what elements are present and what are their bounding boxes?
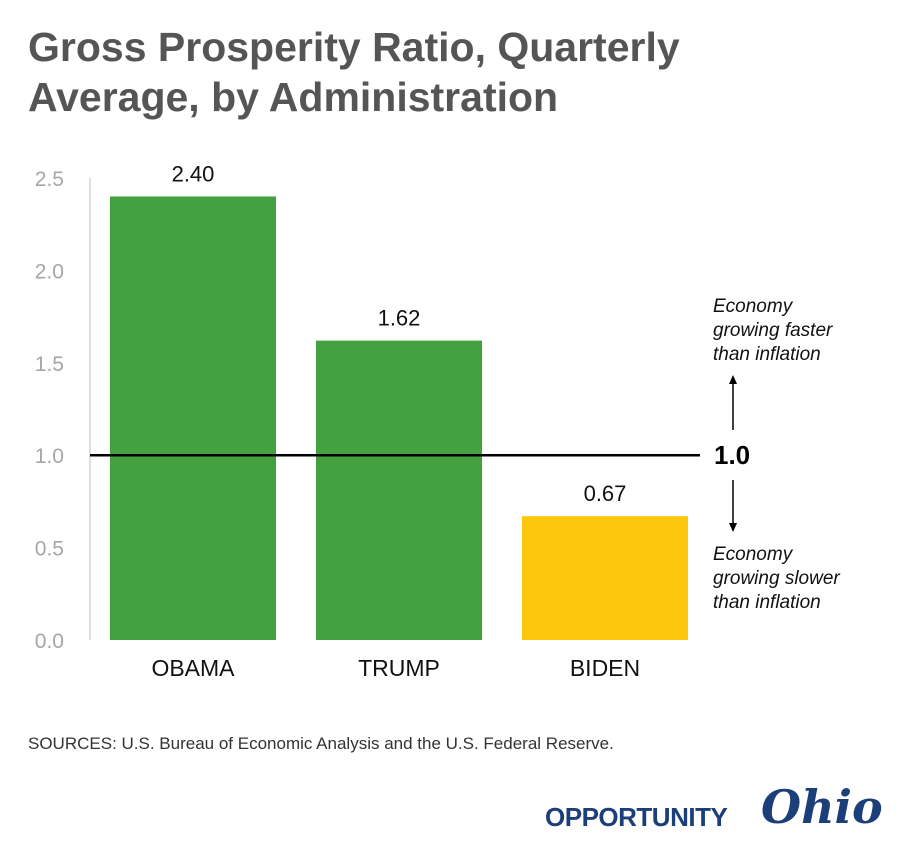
y-tick-label: 1.0 <box>35 445 64 468</box>
logo-script: Ohio <box>761 780 883 834</box>
annotations: Economy growing faster than inflation Econo… <box>713 296 840 613</box>
up-arrow-head <box>729 375 737 384</box>
annotation-above-line: Economy <box>713 296 794 317</box>
x-axis-labels: OBAMA TRUMP BIDEN <box>151 655 640 681</box>
y-axis: 0.0 0.5 1.0 1.5 2.0 2.5 <box>35 168 91 653</box>
bar-chart: 0.0 0.5 1.0 1.5 2.0 2.5 2.40 1.62 0.67 OBAMA TRU… <box>35 161 841 681</box>
reference-line-group: 1.0 <box>90 440 750 470</box>
annotation-above-line: growing faster <box>713 320 833 341</box>
x-tick-label: OBAMA <box>151 655 235 681</box>
annotation-below-line: growing slower <box>713 568 840 589</box>
annotation-above-line: than inflation <box>713 344 821 365</box>
down-arrow-head <box>729 523 737 532</box>
bar-value-label: 0.67 <box>584 481 627 506</box>
bar-value-label: 2.40 <box>172 161 215 186</box>
source-note: SOURCES: U.S. Bureau of Economic Analysi… <box>28 734 614 753</box>
chart-title-line-1: Gross Prosperity Ratio, Quarterly <box>28 24 680 70</box>
chart-title: Gross Prosperity Ratio, Quarterly Averag… <box>28 22 828 122</box>
bars <box>110 196 688 641</box>
annotation-below-line: than inflation <box>713 592 821 613</box>
y-tick-label: 0.5 <box>35 538 64 561</box>
annotation-below-line: Economy <box>713 544 794 565</box>
x-tick-label: BIDEN <box>570 655 640 681</box>
bar-value-label: 1.62 <box>378 306 421 331</box>
value-labels: 2.40 1.62 0.67 <box>172 161 627 506</box>
logo-word: OPPORTUNITY <box>545 802 728 832</box>
y-tick-label: 2.0 <box>35 260 64 283</box>
bar <box>316 340 482 640</box>
y-tick-label: 0.0 <box>35 630 64 653</box>
reference-line-label: 1.0 <box>714 440 750 470</box>
y-tick-label: 2.5 <box>35 168 64 191</box>
opportunity-ohio-logo: OPPORTUNITY Ohio <box>545 780 885 850</box>
bar <box>522 516 688 640</box>
y-tick-label: 1.5 <box>35 353 64 376</box>
x-tick-label: TRUMP <box>358 655 440 681</box>
bar <box>110 196 276 641</box>
chart-title-line-2: Average, by Administration <box>28 74 559 120</box>
